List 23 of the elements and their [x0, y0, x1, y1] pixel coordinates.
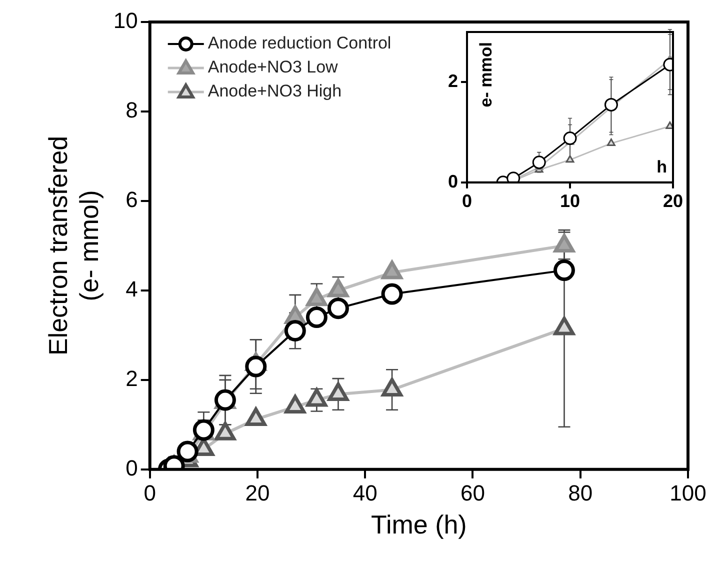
x-tick-label: 40 [352, 480, 378, 506]
y-tick-label: 4 [126, 276, 138, 302]
y-tick-label: 0 [126, 455, 138, 480]
legend-label: Anode+NO3 Low [208, 58, 339, 77]
legend-label: Anode reduction Control [208, 34, 392, 53]
y-tick-label: 10 [113, 8, 138, 34]
x-tick-label: 60 [460, 480, 485, 506]
x-axis-title: Time (h) [371, 510, 467, 540]
y-tick-label: 8 [126, 98, 138, 123]
y-tick-label: 2 [126, 366, 138, 391]
x-tick-label: 20 [662, 191, 684, 212]
x-axis-title: h [656, 158, 667, 177]
x-tick-label: 10 [560, 191, 580, 212]
y-axis-title: Electron transfered (e- mmol) [42, 136, 104, 356]
x-tick-label: 0 [144, 480, 156, 506]
legend-label: Anode+NO3 High [208, 82, 342, 101]
x-tick-label: 0 [462, 191, 472, 212]
x-tick-label: 80 [568, 480, 593, 506]
y-axis-title: e- mmol [476, 42, 496, 108]
x-tick-label: 20 [245, 480, 270, 506]
y-tick-label: 6 [126, 187, 138, 212]
x-tick-label: 100 [670, 480, 706, 506]
y-tick-label: 2 [448, 71, 458, 92]
